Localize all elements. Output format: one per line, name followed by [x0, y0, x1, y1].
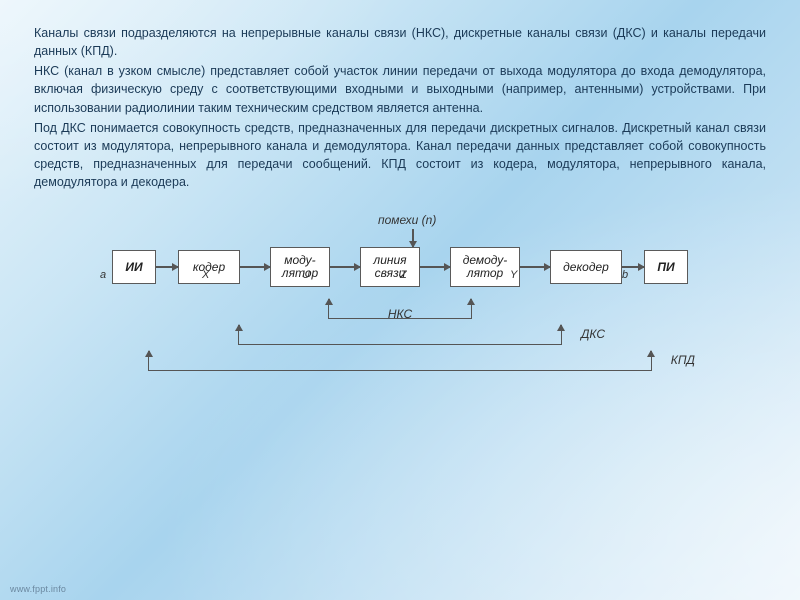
bracket-arrow-icon	[148, 351, 150, 357]
box-ii: ИИ	[112, 250, 156, 284]
block-row: ИИ a кодер X моду- лятор U линия связи Z…	[40, 247, 760, 287]
signal-b: b	[622, 269, 628, 281]
arrow	[420, 266, 450, 268]
box-modulator: моду- лятор	[270, 247, 330, 287]
signal-y: Y	[510, 269, 517, 281]
box-line: линия связи	[360, 247, 420, 287]
arrow	[156, 266, 178, 268]
bracket-label-dks: ДКС	[581, 327, 605, 341]
noise-label: помехи (n)	[378, 213, 436, 227]
paragraph-1: Каналы связи подразделяются на непрерывн…	[34, 24, 766, 60]
signal-u: U	[302, 269, 310, 281]
slide: Каналы связи подразделяются на непрерывн…	[0, 0, 800, 600]
bracket-nks: НКС	[328, 305, 472, 319]
bracket-arrow-icon	[238, 325, 240, 331]
bracket-arrow-icon	[328, 299, 330, 305]
body-text: Каналы связи подразделяются на непрерывн…	[34, 24, 766, 191]
signal-a: a	[100, 269, 106, 281]
arrow	[520, 266, 550, 268]
bracket-dks: ДКС	[238, 331, 562, 345]
channel-diagram: помехи (n) ИИ a кодер X моду- лятор U ли…	[40, 213, 760, 403]
box-demodulator: демоду- лятор	[450, 247, 520, 287]
paragraph-3: Под ДКС понимается совокупность средств,…	[34, 119, 766, 192]
bracket-arrow-icon	[650, 351, 652, 357]
bracket-arrow-icon	[470, 299, 472, 305]
box-decoder: декодер	[550, 250, 622, 284]
bracket-label-nks: НКС	[388, 307, 412, 321]
bracket-label-kpd: КПД	[671, 353, 695, 367]
bracket-arrow-icon	[560, 325, 562, 331]
noise-arrow	[412, 229, 414, 247]
footer-credit: www.fppt.info	[10, 584, 66, 594]
arrow	[240, 266, 270, 268]
paragraph-2: НКС (канал в узком смысле) представляет …	[34, 62, 766, 116]
signal-x: X	[202, 269, 209, 281]
bracket-kpd: КПД	[148, 357, 652, 371]
signal-z: Z	[400, 269, 407, 281]
arrow	[622, 266, 644, 268]
box-pi: ПИ	[644, 250, 688, 284]
arrow	[330, 266, 360, 268]
